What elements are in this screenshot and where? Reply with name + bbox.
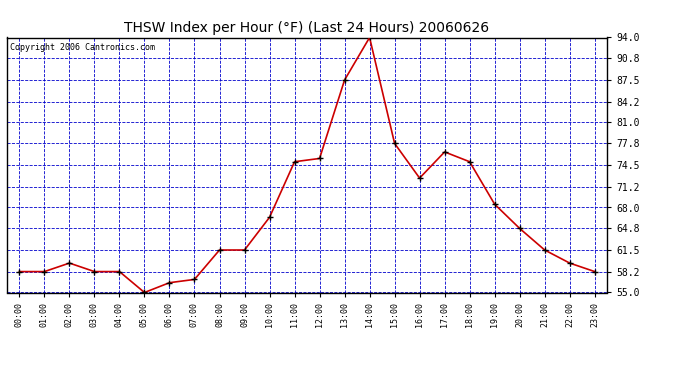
Text: Copyright 2006 Cantronics.com: Copyright 2006 Cantronics.com xyxy=(10,43,155,52)
Title: THSW Index per Hour (°F) (Last 24 Hours) 20060626: THSW Index per Hour (°F) (Last 24 Hours)… xyxy=(124,21,490,35)
